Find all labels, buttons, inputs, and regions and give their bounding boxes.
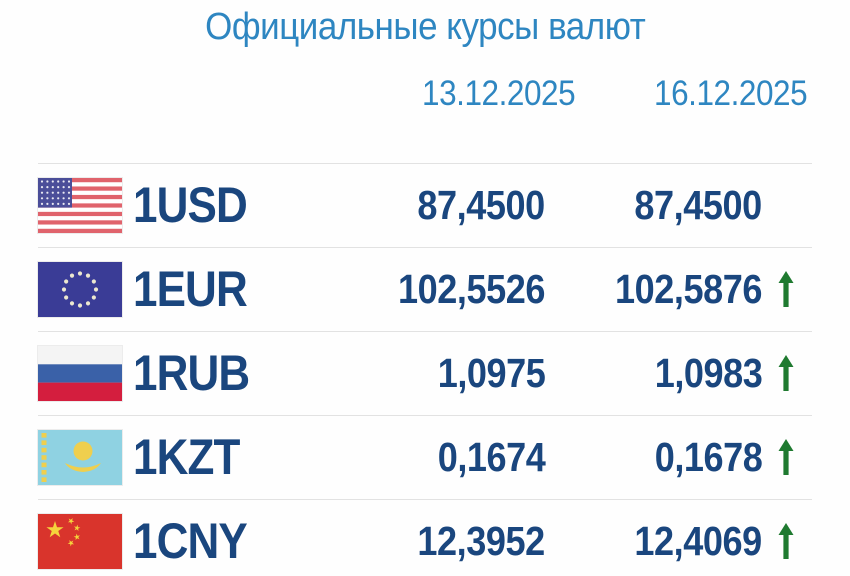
currency-code: 1RUB	[133, 345, 250, 401]
trend-up-icon	[762, 353, 810, 393]
rate-row-kzt: 1KZT 0,1674 0,1678	[0, 415, 850, 499]
rate-prev-value: 12,3952	[417, 517, 546, 564]
currency-code: 1KZT	[133, 429, 240, 485]
rate-row-cny: 1CNY 12,3952 12,4069	[0, 499, 850, 576]
rate-curr-value: 1,0983	[654, 349, 762, 396]
rate-prev-value: 1,0975	[437, 349, 545, 396]
rate-curr-value: 102,5876	[615, 265, 762, 312]
page-title-text: Официальные курсы валют	[204, 6, 646, 48]
rate-prev-value: 0,1674	[437, 433, 545, 480]
trend-up-icon	[762, 521, 810, 561]
cn-flag-icon	[38, 513, 122, 569]
rate-row-rub: 1RUB 1,0975 1,0983	[0, 331, 850, 415]
currency-code: 1USD	[133, 177, 248, 233]
ru-flag-icon	[38, 345, 122, 401]
rate-curr-value: 12,4069	[634, 517, 763, 564]
eu-flag-icon	[38, 261, 122, 317]
rate-curr-value: 0,1678	[654, 433, 762, 480]
trend-up-icon	[762, 437, 810, 477]
currency-code: 1EUR	[133, 261, 248, 317]
date-curr-label: 16.12.2025	[653, 73, 808, 113]
us-flag-icon	[38, 177, 122, 233]
currency-code: 1CNY	[133, 513, 248, 569]
date-header: 13.12.2025 16.12.2025	[0, 56, 850, 111]
page-title: Официальные курсы валют	[0, 0, 850, 56]
date-prev-label: 13.12.2025	[421, 73, 576, 113]
rate-row-eur: 1EUR 102,5526 102,5876	[0, 247, 850, 331]
kz-flag-icon	[38, 429, 122, 485]
rate-prev-value: 102,5526	[398, 265, 545, 312]
rate-prev-value: 87,4500	[417, 181, 546, 228]
rates-table: 1USD 87,4500 87,4500 1EUR 102,5526 102,5…	[0, 163, 850, 576]
trend-up-icon	[762, 269, 810, 309]
rate-curr-value: 87,4500	[634, 181, 763, 228]
rate-row-usd: 1USD 87,4500 87,4500	[0, 163, 850, 247]
